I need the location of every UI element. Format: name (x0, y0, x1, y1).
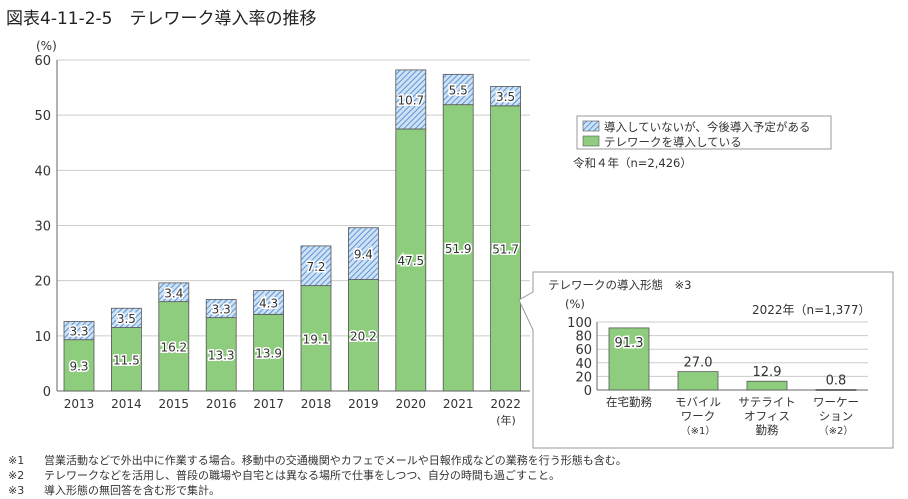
y-tick-label: 50 (34, 109, 51, 124)
x-tick-label: 2022 (490, 397, 521, 411)
x-tick-label: 勤務 (756, 423, 779, 437)
bar-segment (300, 245, 332, 287)
bar-segment (395, 69, 427, 130)
bar-segment (442, 104, 474, 392)
legend-swatch (582, 120, 600, 132)
data-label: 19.1 (303, 332, 330, 346)
data-label: 51.9 (445, 242, 472, 256)
bar-segment (490, 86, 522, 107)
legend-label: テレワークを導入している (604, 135, 742, 149)
bar-segment (253, 290, 285, 315)
x-tick-label: 2016 (206, 397, 237, 411)
x-tick-label: ワーク (681, 409, 716, 423)
data-label: 11.5 (113, 353, 140, 367)
bar-segment (205, 317, 237, 392)
bar-segment (395, 128, 427, 392)
y-tick-label: 0 (584, 384, 592, 399)
inset-bar (608, 327, 650, 391)
footnote: ※1 営業活動などで外出中に作業する場合。移動中の交通機関やカフェでメールや日報作… (8, 454, 627, 467)
data-label: 91.3 (615, 336, 644, 351)
footnote: ※3 導入形態の無回答を含む形で集計。 (8, 484, 220, 497)
data-label: 7.2 (306, 260, 325, 274)
data-label: 9.3 (69, 359, 88, 373)
y-tick-label: 60 (34, 54, 51, 69)
bar-segment (442, 73, 474, 106)
data-label: 12.9 (753, 365, 782, 380)
bar-segment (205, 299, 237, 319)
legend (576, 115, 832, 150)
data-label: 3.3 (69, 325, 88, 339)
x-tick-label: サテライト (738, 395, 796, 409)
y-tick-label: 10 (34, 330, 51, 345)
bar-segment (300, 285, 332, 392)
data-label: 4.3 (259, 296, 278, 310)
x-tick-label: 2021 (443, 397, 474, 411)
data-label: 9.4 (354, 248, 373, 262)
y-tick-label: 20 (34, 275, 51, 290)
bar-segment (347, 279, 379, 392)
inset-y-unit: (%) (565, 297, 585, 311)
y-tick-label: 0 (43, 385, 51, 400)
legend-label: 導入していないが、今後導入予定がある (604, 120, 810, 134)
x-tick-label: オフィス (744, 409, 790, 423)
y-tick-label: 80 (575, 330, 592, 345)
bar-segment (490, 105, 522, 392)
sample-note: 令和４年（n=2,426） (573, 156, 692, 170)
data-label: 20.2 (350, 329, 377, 343)
data-label: 16.2 (160, 340, 187, 354)
x-tick-label: モバイル (675, 395, 721, 409)
x-tick-label: 2013 (64, 397, 95, 411)
footnotes: ※1 営業活動などで外出中に作業する場合。移動中の交通機関やカフェでメールや日報作… (8, 453, 627, 498)
x-tick-label: ワーケー (813, 395, 859, 409)
bar-segment (253, 313, 285, 392)
x-tick-label: 2020 (396, 397, 427, 411)
data-label: 5.5 (449, 84, 468, 98)
x-tick-label: 2019 (348, 397, 379, 411)
y-axis-unit: (%) (36, 39, 57, 53)
x-tick-label: 2015 (159, 397, 190, 411)
bar-segment (111, 307, 142, 328)
x-tick-label: （※1） (681, 425, 716, 437)
data-label: 3.5 (117, 312, 136, 326)
bar-segment (111, 327, 142, 392)
bar-segment (158, 301, 190, 392)
data-label: 51.7 (492, 242, 519, 256)
data-label: 47.5 (397, 254, 424, 268)
footnote: ※2 テレワークなどを活用し、普段の職場や自宅とは異なる場所で仕事をしつつ、自分の… (8, 469, 561, 482)
data-label: 13.3 (208, 348, 235, 362)
y-tick-label: 30 (34, 220, 51, 235)
data-label: 10.7 (397, 93, 424, 107)
x-tick-label: ション (819, 409, 854, 423)
inset-title: テレワークの導入形態 ※3 (548, 278, 691, 292)
legend-swatch (582, 135, 600, 147)
data-label: 27.0 (684, 356, 713, 371)
data-label: 3.3 (212, 303, 231, 317)
inset-bar (677, 371, 719, 391)
x-tick-label: 2014 (111, 397, 142, 411)
data-label: 13.9 (255, 347, 282, 361)
x-tick-label: （※2） (819, 425, 854, 437)
y-tick-label: 100 (567, 316, 592, 331)
inset-annotation: 2022年（n=1,377） (752, 303, 871, 317)
data-label: 3.4 (164, 286, 183, 300)
y-tick-label: 40 (575, 357, 592, 372)
x-tick-label: 在宅勤務 (606, 395, 652, 409)
bar-segment (347, 227, 379, 280)
inset-panel (518, 271, 894, 449)
bar-segment (158, 282, 190, 303)
x-axis-unit: (年) (496, 413, 516, 427)
x-tick-label: 2018 (301, 397, 332, 411)
data-label: 0.8 (826, 373, 847, 388)
data-label: 3.5 (496, 90, 515, 104)
figure-title: 図表4-11-2-5 テレワーク導入率の推移 (6, 9, 317, 29)
y-tick-label: 40 (34, 164, 51, 179)
bar-segment (63, 321, 95, 341)
y-tick-label: 20 (575, 370, 592, 385)
inset-bar (746, 380, 788, 391)
y-tick-label: 60 (575, 343, 592, 358)
inset-bar (815, 389, 857, 391)
x-tick-label: 2017 (253, 397, 284, 411)
